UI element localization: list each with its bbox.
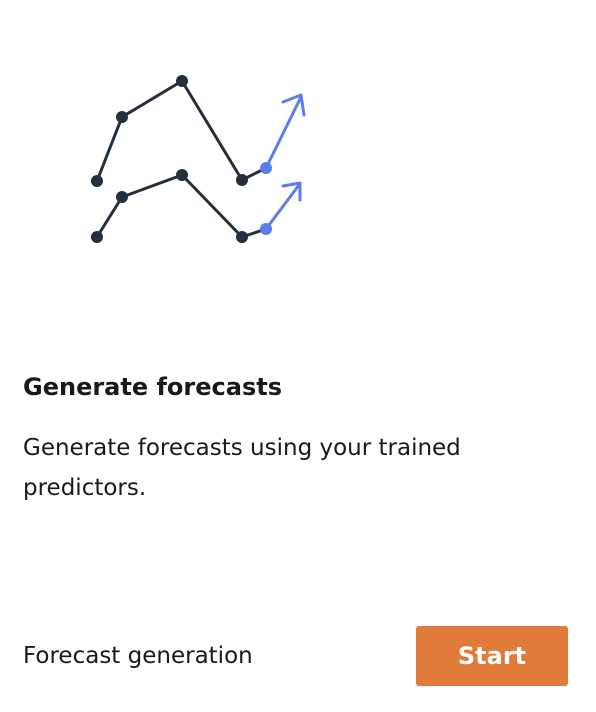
forecast-generation-label: Forecast generation bbox=[23, 643, 253, 669]
lower-forecast-point bbox=[260, 223, 272, 235]
upper-forecast-point bbox=[260, 162, 272, 174]
upper-forecast-line bbox=[264, 95, 303, 170]
lower-history-point bbox=[91, 231, 103, 243]
upper-history-point bbox=[176, 75, 188, 87]
lower-history-point bbox=[176, 169, 188, 181]
upper-forecast-arrowhead bbox=[281, 93, 306, 117]
start-button[interactable]: Start bbox=[416, 626, 568, 686]
forecast-trend-lines-icon bbox=[91, 75, 306, 243]
card-title: Generate forecasts bbox=[23, 373, 282, 401]
upper-history-line bbox=[95, 79, 268, 183]
upper-history-point bbox=[91, 175, 103, 187]
lower-history-point bbox=[116, 191, 128, 203]
card-description: Generate forecasts using your trained pr… bbox=[23, 435, 461, 501]
upper-history-point bbox=[236, 174, 248, 186]
upper-history-point bbox=[116, 111, 128, 123]
lower-forecast-line bbox=[264, 183, 301, 231]
lower-forecast-arrowhead bbox=[281, 181, 302, 202]
lower-history-point bbox=[236, 231, 248, 243]
